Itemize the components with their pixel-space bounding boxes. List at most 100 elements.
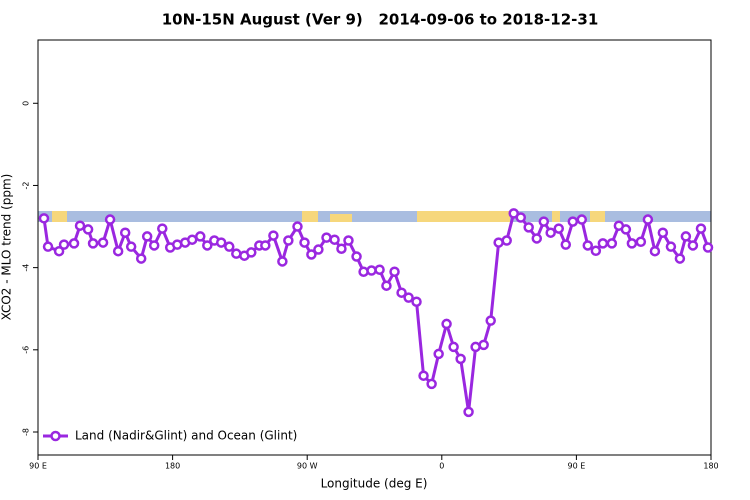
data-point <box>538 216 550 227</box>
data-point <box>455 353 466 365</box>
y-tick-label: 0 <box>22 101 31 106</box>
data-point <box>702 242 714 253</box>
y-tick-label: -8 <box>22 428 31 436</box>
data-point <box>576 214 588 225</box>
data-point <box>515 212 527 223</box>
data-point <box>463 406 474 418</box>
data-point <box>695 223 707 234</box>
data-point <box>620 224 632 235</box>
data-point <box>403 292 414 303</box>
data-point <box>148 240 160 251</box>
data-point <box>224 241 235 252</box>
data-point <box>87 238 99 249</box>
data-point <box>649 245 661 257</box>
data-point <box>642 214 654 225</box>
data-point <box>523 222 534 233</box>
data-point <box>74 220 86 231</box>
data-point <box>202 240 213 251</box>
data-point <box>97 237 109 248</box>
data-point <box>545 227 556 238</box>
data-point <box>313 244 324 255</box>
data-point <box>104 214 116 225</box>
data-point <box>426 378 437 390</box>
data-point <box>590 245 602 257</box>
data-point <box>493 237 504 248</box>
data-point <box>389 266 400 277</box>
data-point <box>68 238 80 249</box>
data-point <box>58 239 70 250</box>
data-point <box>448 341 459 353</box>
data-point <box>597 238 609 249</box>
data-point <box>381 280 392 291</box>
data-point <box>42 241 54 252</box>
data-point <box>277 256 288 267</box>
data-point <box>374 264 385 275</box>
y-tick-label: -2 <box>22 181 31 189</box>
data-point <box>626 238 638 249</box>
x-tick-label: 180 <box>703 462 718 471</box>
legend-label: Land (Nadir&Glint) and Ocean (Glint) <box>75 429 297 443</box>
x-tick-label: 90 W <box>297 462 318 471</box>
data-point <box>478 339 489 351</box>
x-tick-label: 0 <box>439 462 444 471</box>
x-axis-label: Longitude (deg E) <box>321 477 428 491</box>
data-point <box>246 247 257 258</box>
data-point <box>260 240 271 251</box>
data-point <box>567 216 579 227</box>
data-point <box>433 348 444 360</box>
data-point <box>195 231 206 242</box>
land-ocean-band <box>38 211 711 222</box>
data-point <box>53 245 65 257</box>
data-point <box>418 370 429 381</box>
data-point <box>306 249 317 260</box>
data-point <box>582 240 594 251</box>
y-tick-label: -6 <box>22 346 31 354</box>
data-point <box>141 231 153 242</box>
data-point <box>343 235 354 246</box>
data-point <box>135 253 147 264</box>
data-point <box>687 240 699 251</box>
data-point <box>657 227 669 238</box>
data-point <box>553 223 565 234</box>
data-point <box>186 234 198 245</box>
data-point <box>119 227 131 238</box>
data-point <box>329 234 340 245</box>
data-point <box>351 251 362 262</box>
data-point <box>82 224 94 235</box>
data-point <box>560 239 572 250</box>
data-point <box>680 231 692 242</box>
data-point <box>321 232 332 243</box>
data-point <box>231 248 242 259</box>
data-point <box>501 235 512 246</box>
data-point <box>268 230 279 241</box>
data-point <box>485 315 496 326</box>
x-tick-label: 90 E <box>29 462 47 471</box>
data-point <box>283 235 294 246</box>
legend-marker <box>50 430 61 442</box>
y-axis-label: XCO2 - MLO trend (ppm) <box>0 174 14 321</box>
data-point <box>665 241 677 252</box>
data-point <box>336 243 347 254</box>
data-point <box>470 341 481 353</box>
data-point <box>38 213 50 224</box>
data-point <box>674 253 686 264</box>
data-point <box>215 237 227 248</box>
data-point <box>606 238 618 249</box>
x-tick-label: 180 <box>165 462 180 471</box>
data-point <box>157 223 168 234</box>
data-point <box>299 237 310 248</box>
data-point <box>396 287 407 298</box>
data-point <box>531 233 543 244</box>
data-point <box>125 241 137 252</box>
data-point <box>635 236 647 247</box>
data-point <box>411 296 422 307</box>
data-point <box>292 221 303 232</box>
x-tick-label: 90 E <box>568 462 586 471</box>
y-tick-label: -4 <box>22 264 31 272</box>
chart-title: 10N-15N August (Ver 9) 2014-09-06 to 201… <box>162 11 599 29</box>
data-point <box>366 265 377 276</box>
data-point <box>441 318 452 330</box>
data-point <box>358 266 369 277</box>
